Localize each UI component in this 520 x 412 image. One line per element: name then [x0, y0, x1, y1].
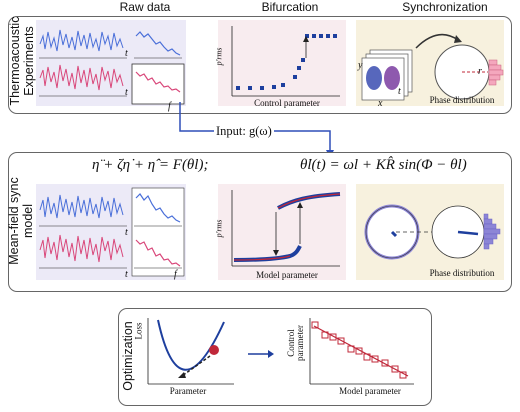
model-lower-branch-red: [233, 255, 291, 261]
correlation-ylabel: Control parameter: [285, 325, 305, 361]
model-bifurcation-box: [218, 184, 346, 280]
exp-pressure-spectrum: [135, 31, 181, 56]
model-bifurcation-plot: [231, 190, 341, 267]
exp-phase-caption: Phase distribution: [429, 95, 495, 105]
header-raw-data: Raw data: [119, 0, 171, 14]
model-bif-ylabel: p'rms: [214, 219, 224, 238]
exp-raw-signals: [39, 29, 185, 105]
model-equation-right: θ̇l(t) = ωl + KR̂ sin(Φ − θl): [300, 157, 467, 173]
model-sync-plot: [364, 204, 501, 260]
correlation-xlabel: Model parameter: [339, 386, 401, 396]
model-phase-caption: Phase distribution: [429, 268, 495, 278]
model-axis-t2: t: [125, 269, 128, 280]
correlation-plot: [309, 318, 414, 385]
model-axis-t1: t: [125, 227, 128, 238]
loss-plot: [147, 318, 234, 385]
model-equation-left: η̈ + ζη̇ + η̂ = F(θl);: [92, 157, 209, 173]
exp-pressure-signal: [39, 29, 124, 52]
loss-xlabel: Parameter: [169, 386, 207, 396]
exp-axis-t1: t: [125, 48, 128, 59]
header-bifurcation: Bifurcation: [261, 0, 319, 14]
exp-bif-xlabel: Control parameter: [254, 98, 320, 108]
model-axis-f: f: [174, 269, 177, 280]
exp-heat-spectrum: [135, 71, 181, 93]
exp-curved-arrow: [415, 33, 459, 49]
model-raw-signals: [39, 187, 185, 277]
exp-bifurcation-box: [218, 20, 346, 106]
exp-sync-r: r: [478, 66, 482, 77]
model-pressure-signal: [39, 194, 124, 219]
exp-bifurcation-plot: [231, 26, 340, 97]
exp-sync-plot: [361, 33, 504, 101]
exp-sync-y: y: [358, 60, 363, 71]
model-phase-histogram: [483, 213, 501, 250]
model-heat-spectrum: [135, 239, 181, 267]
loss-curve: [157, 319, 225, 371]
exp-axis-f: f: [168, 101, 171, 112]
model-upper-branch: [277, 192, 341, 210]
loss-ylabel: Loss: [133, 322, 144, 340]
model-heat-signal: [39, 234, 124, 263]
exp-phase-histogram: [488, 59, 504, 86]
correlation-markers: [311, 321, 407, 379]
model-upper-branch-red: [277, 193, 341, 209]
exp-axis-t2: t: [125, 87, 128, 98]
exp-sync-x: x: [378, 98, 383, 109]
header-synchronization: Synchronization: [402, 0, 488, 14]
model-label: Mean-field sync model: [7, 177, 35, 265]
exp-bifurcation-markers: [236, 34, 337, 90]
model-psd-frame: [131, 187, 185, 277]
loss-marker: [209, 345, 219, 355]
input-label: Input: g(ω): [214, 124, 274, 139]
model-pressure-spectrum: [135, 193, 181, 223]
exp-heat-signal: [39, 64, 124, 91]
model-bif-xlabel: Model parameter: [256, 270, 318, 280]
optimization-arrow: [248, 350, 274, 358]
exp-sync-t: t: [398, 86, 401, 97]
model-lower-branch: [233, 245, 302, 262]
exp-psd-frame: [131, 63, 185, 105]
